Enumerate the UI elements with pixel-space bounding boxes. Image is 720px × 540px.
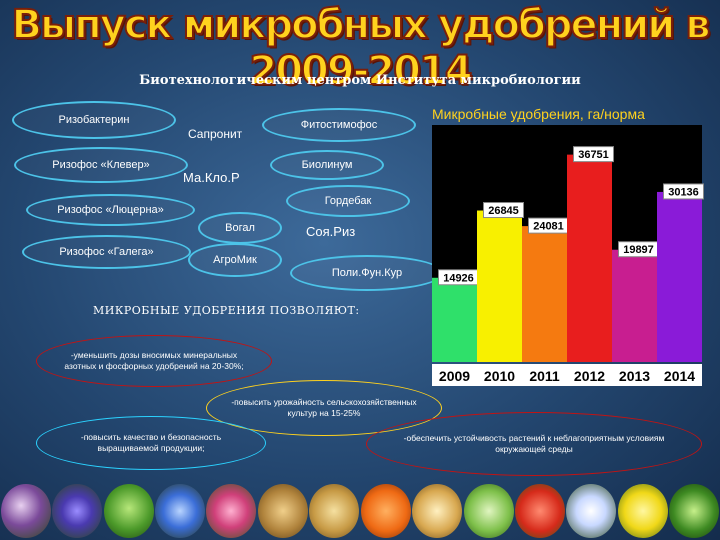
crop-photo-clover-red bbox=[206, 484, 257, 538]
data-label-2014: 30136 bbox=[668, 186, 699, 198]
product-oval-agromik: АгроМик bbox=[188, 243, 282, 277]
benefit-reduce-fertilizer: -уменьшить дозы вносимых минеральных азо… bbox=[36, 335, 272, 387]
x-axis-strip bbox=[432, 364, 702, 386]
benefit-text: -повысить качество и безопасность выращи… bbox=[80, 432, 222, 453]
page-subtitle: Биотехнологическим центром Института мик… bbox=[139, 73, 581, 88]
x-tick-label-2010: 2010 bbox=[484, 368, 515, 384]
crop-photo-lupine bbox=[0, 484, 51, 538]
x-tick-label-2013: 2013 bbox=[619, 368, 650, 384]
product-label-sapronit: Сапронит bbox=[188, 127, 243, 141]
product-oval-fitostimofos: Фитостимофос bbox=[262, 108, 416, 142]
crop-photo-onions bbox=[412, 484, 463, 538]
data-label-2009: 14926 bbox=[443, 272, 474, 284]
bar-2011 bbox=[522, 226, 567, 362]
x-tick-label-2014: 2014 bbox=[664, 368, 695, 384]
bar-2012 bbox=[567, 154, 612, 362]
x-tick-label-2011: 2011 bbox=[529, 368, 560, 384]
benefit-text: -обеспечить устойчивость растений к небл… bbox=[403, 433, 665, 454]
crop-photo-cabbage bbox=[463, 484, 514, 538]
product-oval-rizofos-klever: Ризофос «Клевер» bbox=[14, 147, 188, 183]
product-label: Ризобактерин bbox=[58, 114, 130, 126]
product-label: Биолинум bbox=[301, 159, 353, 171]
crop-photo-peas bbox=[103, 484, 154, 538]
product-label: Ризофос «Клевер» bbox=[52, 159, 150, 171]
benefit-increase-yield: -повысить урожайность сельскохозяйственн… bbox=[206, 380, 442, 436]
bar-2009 bbox=[432, 277, 477, 362]
crop-photo-flowers bbox=[566, 484, 617, 538]
product-label: Ризофос «Люцерна» bbox=[57, 204, 164, 216]
crop-photo-clover-blue bbox=[52, 484, 103, 538]
product-oval-rizofos-lyutserna: Ризофос «Люцерна» bbox=[26, 194, 195, 226]
x-tick-label-2009: 2009 bbox=[439, 368, 470, 384]
product-label: Вогал bbox=[225, 222, 255, 234]
data-label-box-2014 bbox=[663, 183, 704, 200]
benefit-text: -повысить урожайность сельскохозяйственн… bbox=[231, 397, 417, 418]
bar-2010 bbox=[477, 210, 522, 362]
product-label: Фитостимофос bbox=[300, 119, 378, 131]
x-tick-label-2012: 2012 bbox=[574, 368, 605, 384]
benefit-quality-safety: -повысить качество и безопасность выращи… bbox=[36, 416, 266, 470]
crop-photo-grain bbox=[257, 484, 308, 538]
crop-photo-carrots bbox=[360, 484, 411, 538]
product-oval-gordebak: Гордебак bbox=[286, 185, 410, 217]
product-label-maklor: Ма.Кло.Р bbox=[183, 170, 240, 185]
benefit-text: -уменьшить дозы вносимых минеральных азо… bbox=[64, 350, 244, 371]
benefit-resistance: -обеспечить устойчивость растений к небл… bbox=[366, 412, 702, 476]
data-label-2010: 26845 bbox=[488, 205, 519, 217]
data-label-box-2010 bbox=[483, 202, 524, 219]
chart-title: Микробные удобрения, га/норма bbox=[432, 106, 645, 122]
product-label: Гордебак bbox=[324, 195, 372, 207]
data-label-2011: 24081 bbox=[533, 221, 564, 233]
product-oval-biolinum: Биолинум bbox=[270, 150, 384, 180]
product-oval-rizobakterin: Ризобактерин bbox=[12, 101, 176, 139]
benefits-heading: МИКРОБНЫЕ УДОБРЕНИЯ ПОЗВОЛЯЮТ: bbox=[93, 304, 360, 317]
crop-photo-cucumbers bbox=[669, 484, 720, 538]
page-title: Выпуск микробных удобрений в 2009-2014 bbox=[10, 1, 711, 95]
data-label-2012: 36751 bbox=[578, 149, 609, 161]
product-label: Поли.Фун.Кур bbox=[331, 267, 403, 279]
product-label-soyariz: Соя.Риз bbox=[306, 224, 356, 239]
crop-photo-flax-blue bbox=[155, 484, 205, 538]
product-label: Ризофос «Галега» bbox=[59, 246, 154, 258]
crop-photo-tomatoes bbox=[515, 484, 565, 538]
data-label-box-2012 bbox=[573, 146, 614, 163]
crop-photo-rapeseed-yellow bbox=[617, 484, 668, 538]
product-oval-rizofos-galega: Ризофос «Галега» bbox=[22, 235, 191, 269]
bar-2014 bbox=[657, 191, 702, 362]
product-label: АгроМик bbox=[213, 254, 257, 266]
crop-photo-wheat bbox=[309, 484, 360, 538]
bar-2013 bbox=[612, 249, 657, 362]
data-label-2013: 19897 bbox=[623, 244, 654, 256]
